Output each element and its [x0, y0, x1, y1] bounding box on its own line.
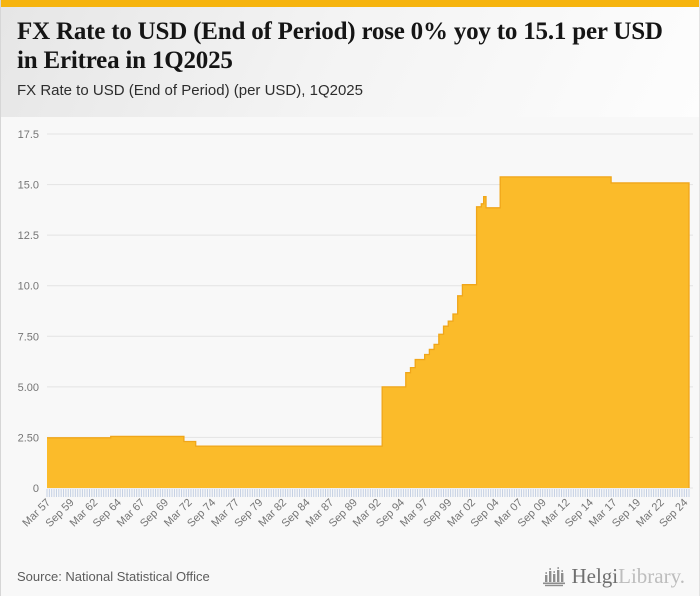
- brand-text: HelgiLibrary.: [571, 566, 685, 587]
- helgilibrary-logo[interactable]: HelgiLibrary.: [542, 566, 685, 588]
- source-label: Source: National Statistical Office: [17, 569, 210, 584]
- brand-suffix: Library.: [618, 564, 685, 588]
- accent-top-bar: [1, 0, 699, 7]
- chart-title: FX Rate to USD (End of Period) rose 0% y…: [17, 18, 663, 74]
- helgilibrary-logo-icon: [543, 566, 566, 586]
- svg-text:2.50: 2.50: [18, 432, 39, 444]
- chart-plot-area: 0 2.50 5.00 7.50 10.0 12.5 15.0 17.5 Mar 57 Sep 5…: [1, 117, 699, 557]
- svg-text:17.5: 17.5: [18, 129, 39, 141]
- chart-footer: Source: National Statistical Office Helg…: [1, 557, 699, 596]
- svg-text:5.00: 5.00: [18, 382, 39, 394]
- svg-text:10.0: 10.0: [18, 281, 39, 293]
- svg-text:15.0: 15.0: [18, 180, 39, 192]
- chart-header: FX Rate to USD (End of Period) rose 0% y…: [1, 7, 699, 117]
- svg-text:7.50: 7.50: [18, 331, 39, 343]
- svg-text:12.5: 12.5: [18, 230, 39, 242]
- brand-name: Helgi: [571, 564, 619, 588]
- chart-subtitle: FX Rate to USD (End of Period) (per USD)…: [17, 82, 363, 99]
- svg-text:0: 0: [33, 483, 39, 495]
